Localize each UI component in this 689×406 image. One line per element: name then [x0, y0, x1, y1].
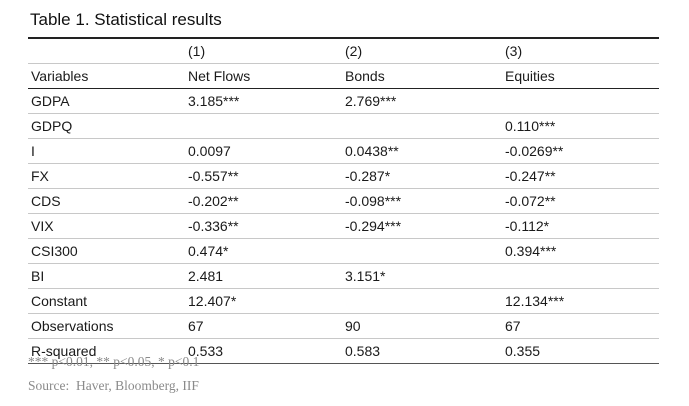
coefficient-cell: 90 [342, 313, 502, 339]
table-row: VIX -0.336** -0.294*** -0.112* [28, 213, 659, 239]
header-cell: Variables [28, 63, 185, 89]
table-title: Table 1. Statistical results [30, 10, 222, 29]
coefficient-cell [342, 238, 502, 264]
coefficient-cell: 12.407* [185, 288, 342, 314]
variable-name-cell: I [28, 138, 185, 164]
header-cell: Net Flows [185, 63, 342, 89]
variable-name-cell: CSI300 [28, 238, 185, 264]
column-number-row: (1) (2) (3) [28, 37, 659, 64]
column-number-cell [28, 37, 185, 64]
coefficient-cell: 0.0438** [342, 138, 502, 164]
variable-name-cell: VIX [28, 213, 185, 239]
coefficient-cell: -0.0269** [502, 138, 659, 164]
coefficient-cell: -0.336** [185, 213, 342, 239]
variable-name-cell: GDPA [28, 88, 185, 114]
coefficient-cell: 12.134*** [502, 288, 659, 314]
table-row: I 0.0097 0.0438** -0.0269** [28, 138, 659, 164]
coefficient-cell: 67 [185, 313, 342, 339]
variable-name-cell: FX [28, 163, 185, 189]
table-row: CDS -0.202** -0.098*** -0.072** [28, 188, 659, 214]
coefficient-cell: 2.769*** [342, 88, 502, 114]
coefficient-cell [185, 113, 342, 139]
coefficient-cell: 0.474* [185, 238, 342, 264]
coefficient-cell: -0.072** [502, 188, 659, 214]
variable-name-cell: Observations [28, 313, 185, 339]
variable-name-cell: GDPQ [28, 113, 185, 139]
header-cell: Bonds [342, 63, 502, 89]
column-number-cell: (1) [185, 37, 342, 64]
coefficient-cell [502, 88, 659, 114]
header-cell: Equities [502, 63, 659, 89]
source-note: Source: Haver, Bloomberg, IIF [28, 378, 199, 393]
coefficient-cell: -0.287* [342, 163, 502, 189]
coefficient-cell: 0.394*** [502, 238, 659, 264]
variable-name-cell: BI [28, 263, 185, 289]
column-number-cell: (3) [502, 37, 659, 64]
table-row: GDPQ 0.110*** [28, 113, 659, 139]
table-row: GDPA 3.185*** 2.769*** [28, 88, 659, 114]
coefficient-cell: -0.202** [185, 188, 342, 214]
table-row: CSI300 0.474* 0.394*** [28, 238, 659, 264]
coefficient-cell: 3.185*** [185, 88, 342, 114]
table-row: R-squared 0.533 0.583 0.355 [28, 338, 659, 364]
significance-note: *** p<0.01, ** p<0.05, * p<0.1 [28, 354, 200, 369]
table-row: Observations 67 90 67 [28, 313, 659, 339]
table-row: Constant 12.407* 12.134*** [28, 288, 659, 314]
coefficient-cell [342, 113, 502, 139]
coefficient-cell: 2.481 [185, 263, 342, 289]
coefficient-cell [342, 288, 502, 314]
variable-name-cell: Constant [28, 288, 185, 314]
coefficient-cell: 0.355 [502, 338, 659, 364]
variable-name-cell: CDS [28, 188, 185, 214]
coefficient-cell: 0.583 [342, 338, 502, 364]
header-row: Variables Net Flows Bonds Equities [28, 63, 659, 89]
table-row: FX -0.557** -0.287* -0.247** [28, 163, 659, 189]
coefficient-cell: -0.098*** [342, 188, 502, 214]
coefficient-cell: 67 [502, 313, 659, 339]
table-row: BI 2.481 3.151* [28, 263, 659, 289]
results-table: (1) (2) (3) Variables Net Flows Bonds Eq… [28, 37, 659, 364]
coefficient-cell: -0.247** [502, 163, 659, 189]
coefficient-cell: -0.112* [502, 213, 659, 239]
coefficient-cell: -0.557** [185, 163, 342, 189]
coefficient-cell: 3.151* [342, 263, 502, 289]
coefficient-cell [502, 263, 659, 289]
coefficient-cell: 0.0097 [185, 138, 342, 164]
coefficient-cell: 0.533 [185, 338, 342, 364]
table-body: (1) (2) (3) Variables Net Flows Bonds Eq… [28, 37, 659, 364]
coefficient-cell: -0.294*** [342, 213, 502, 239]
coefficient-cell: 0.110*** [502, 113, 659, 139]
column-number-cell: (2) [342, 37, 502, 64]
table-notes: *** p<0.01, ** p<0.05, * p<0.1 Source: H… [28, 350, 199, 398]
variable-name-cell: R-squared [28, 338, 185, 364]
